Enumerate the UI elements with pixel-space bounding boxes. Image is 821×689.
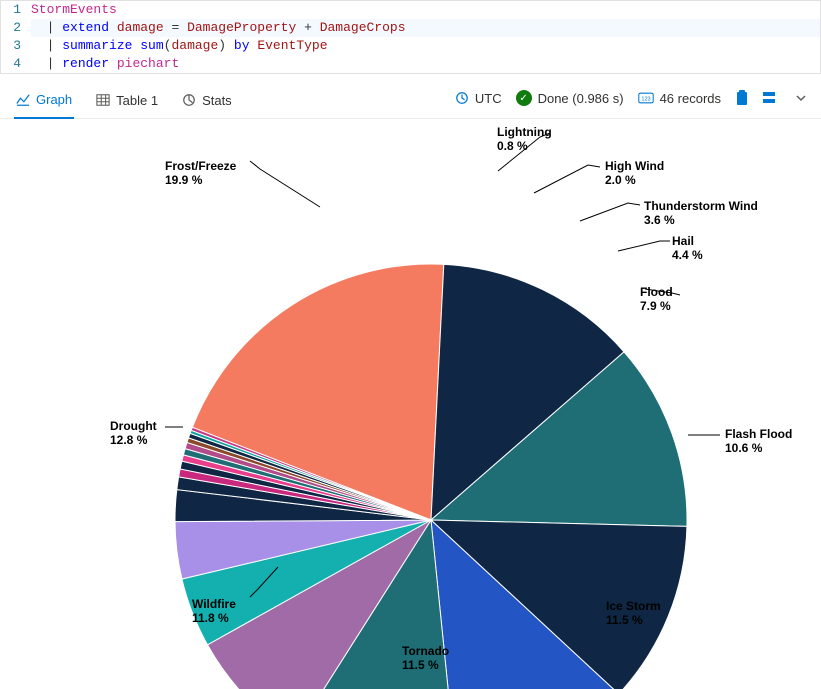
clipboard-icon[interactable] [735, 90, 749, 106]
slice-label: Tornado11.5 % [402, 644, 449, 673]
slice-label: Hail4.4 % [672, 234, 703, 263]
leader-line [580, 203, 640, 221]
leader-line [534, 165, 600, 193]
status-bar: UTC ✓ Done (0.986 s) 123 46 records [455, 90, 807, 114]
display-mode-icon[interactable] [763, 91, 781, 105]
tab-table-label: Table 1 [116, 93, 158, 108]
stats-icon [182, 93, 196, 107]
done-label: Done (0.986 s) [538, 91, 624, 106]
chevron-down-icon[interactable] [795, 92, 807, 104]
tab-stats-label: Stats [202, 93, 232, 108]
code-content[interactable]: | extend damage = DamageProperty + Damag… [31, 19, 820, 37]
leader-line [618, 241, 670, 251]
slice-label: Ice Storm11.5 % [606, 599, 661, 628]
code-content[interactable]: | summarize sum(damage) by EventType [31, 37, 820, 55]
tab-stats[interactable]: Stats [180, 87, 234, 118]
query-done-status: ✓ Done (0.986 s) [516, 90, 624, 106]
query-editor[interactable]: 1StormEvents2 | extend damage = DamagePr… [0, 0, 821, 74]
editor-line[interactable]: 3 | summarize sum(damage) by EventType [1, 37, 820, 55]
tab-graph-label: Graph [36, 92, 72, 107]
code-content[interactable]: StormEvents [31, 1, 820, 19]
table-icon [96, 93, 110, 107]
slice-label: Flash Flood10.6 % [725, 427, 792, 456]
clock-icon [455, 91, 469, 105]
slice-label: Drought12.8 % [110, 419, 157, 448]
slice-label: Flood7.9 % [640, 285, 673, 314]
tab-table[interactable]: Table 1 [94, 87, 160, 118]
line-number: 2 [1, 19, 31, 37]
slice-label: Frost/Freeze19.9 % [165, 159, 236, 188]
code-content[interactable]: | render piechart [31, 55, 820, 73]
records-icon: 123 [638, 92, 654, 104]
slice-label: Wildfire11.8 % [192, 597, 236, 626]
chart-icon [16, 93, 30, 107]
svg-text:123: 123 [641, 96, 650, 102]
slice-label: Lightning0.8 % [497, 125, 552, 154]
record-count: 123 46 records [638, 91, 721, 106]
slice-label: High Wind2.0 % [605, 159, 664, 188]
slice-label: Thunderstorm Wind3.6 % [644, 199, 758, 228]
records-label: 46 records [660, 91, 721, 106]
line-number: 4 [1, 55, 31, 73]
results-tabbar: Graph Table 1 Stats UTC [0, 74, 821, 119]
check-icon: ✓ [516, 90, 532, 106]
leader-line [250, 161, 320, 207]
pie-chart-area: Frost/Freeze19.9 % Drought12.8 % Wildfire1… [0, 119, 821, 689]
timezone-label: UTC [475, 91, 502, 106]
line-number: 3 [1, 37, 31, 55]
line-number: 1 [1, 1, 31, 19]
timezone-indicator[interactable]: UTC [455, 91, 502, 106]
tab-graph[interactable]: Graph [14, 86, 74, 119]
editor-line[interactable]: 4 | render piechart [1, 55, 820, 73]
editor-line[interactable]: 1StormEvents [1, 1, 820, 19]
editor-line[interactable]: 2 | extend damage = DamageProperty + Dam… [1, 19, 820, 37]
